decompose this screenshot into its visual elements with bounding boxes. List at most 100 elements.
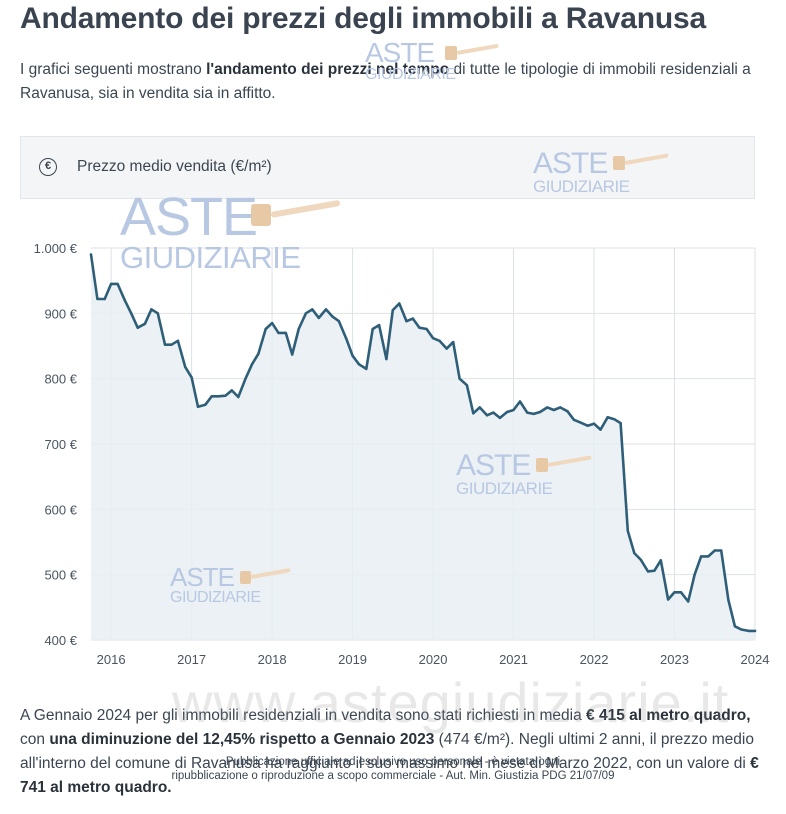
data-point xyxy=(512,408,515,412)
disclaimer-text: Pubblicazione ufficiale ad esclusivo uso… xyxy=(160,755,626,783)
summary-paragraph: A Gennaio 2024 per gli immobili residenz… xyxy=(20,704,760,800)
data-point xyxy=(130,312,133,315)
data-point xyxy=(170,343,173,346)
data-point xyxy=(217,395,220,398)
data-point xyxy=(431,337,435,340)
x-tick-label: 2022 xyxy=(580,652,609,667)
page-title: Andamento dei prezzi degli immobili a Ra… xyxy=(20,2,706,35)
x-tick-label: 2020 xyxy=(419,652,448,667)
data-point xyxy=(452,340,455,344)
y-tick-label: 1.000 € xyxy=(34,241,78,256)
data-point xyxy=(472,412,475,415)
summary-bold-2: una diminuzione del 12,45% rispetto a Ge… xyxy=(49,731,435,748)
data-point xyxy=(277,331,280,335)
data-point xyxy=(445,347,448,350)
data-point xyxy=(411,317,415,320)
data-point xyxy=(184,365,187,369)
data-point xyxy=(679,591,683,594)
data-point xyxy=(257,352,260,355)
data-point xyxy=(559,406,562,409)
data-point xyxy=(727,598,730,602)
intro-text-1: I grafici seguenti mostrano xyxy=(20,61,207,78)
price-chart: 400 € 500 € 600 € 700 € 800 € 900 € 1.000 € 201… xyxy=(34,241,770,667)
summary-text-2: con xyxy=(20,731,50,748)
x-tick-label: 2021 xyxy=(499,652,528,667)
data-point xyxy=(699,555,703,558)
summary-text-1: A Gennaio 2024 per gli immobili residenz… xyxy=(20,707,587,724)
series-line xyxy=(89,253,757,633)
data-point xyxy=(270,321,274,325)
data-point xyxy=(311,308,314,311)
data-point xyxy=(176,339,180,342)
data-point xyxy=(385,357,388,361)
data-point xyxy=(733,625,737,628)
data-point xyxy=(586,424,589,427)
data-point xyxy=(592,422,596,425)
data-point xyxy=(425,327,428,331)
summary-bold-3: € 741 al metro quadro. xyxy=(20,755,759,796)
y-tick-label: 700 € xyxy=(44,437,77,452)
series-area xyxy=(91,254,755,640)
data-point xyxy=(538,410,542,414)
data-point xyxy=(646,570,650,573)
data-point xyxy=(190,376,193,379)
disclaimer-line-2: ripubblicazione o riproduzione a scopo c… xyxy=(171,770,615,782)
data-point xyxy=(633,551,636,555)
data-point xyxy=(552,408,555,412)
data-point xyxy=(606,416,609,419)
y-tick-label: 800 € xyxy=(44,372,77,387)
data-point xyxy=(619,421,622,425)
data-point xyxy=(653,569,656,572)
data-point xyxy=(264,327,267,331)
data-point xyxy=(405,320,408,323)
data-point xyxy=(505,410,509,414)
data-point xyxy=(659,559,662,562)
data-point xyxy=(365,367,368,371)
data-point xyxy=(418,326,421,329)
data-point xyxy=(204,403,207,406)
data-point xyxy=(324,308,328,311)
y-tick-label: 900 € xyxy=(44,306,77,321)
data-point xyxy=(666,598,670,601)
data-point xyxy=(116,282,119,286)
data-point xyxy=(398,302,401,305)
data-point xyxy=(693,573,696,576)
data-point xyxy=(371,327,374,331)
data-point xyxy=(244,377,247,380)
data-point xyxy=(518,400,522,403)
data-point xyxy=(572,418,576,421)
data-point xyxy=(357,363,361,366)
data-point xyxy=(344,337,348,340)
data-point xyxy=(196,405,200,408)
euro-icon: € xyxy=(39,158,57,176)
data-point xyxy=(465,384,469,387)
data-point xyxy=(599,428,602,431)
data-point xyxy=(297,327,300,331)
data-point xyxy=(224,394,227,397)
data-point xyxy=(136,326,139,329)
data-point xyxy=(237,395,240,399)
data-point xyxy=(96,297,99,301)
data-point xyxy=(713,549,716,552)
data-point xyxy=(579,421,582,424)
data-point xyxy=(546,406,549,409)
data-point xyxy=(163,343,167,346)
data-point xyxy=(331,315,334,318)
data-point xyxy=(337,320,341,323)
data-point xyxy=(613,418,616,421)
data-point xyxy=(123,299,127,302)
x-tick-label: 2024 xyxy=(741,652,770,667)
data-point xyxy=(391,308,394,312)
data-point xyxy=(492,411,495,414)
data-point xyxy=(103,297,106,301)
data-point xyxy=(532,412,535,416)
chart-header-panel: € Prezzo medio vendita (€/m²) xyxy=(20,136,755,199)
data-point xyxy=(291,353,294,356)
data-point xyxy=(740,628,743,631)
data-point xyxy=(250,363,254,366)
data-point xyxy=(485,414,489,417)
data-point xyxy=(210,395,213,398)
data-point xyxy=(284,331,287,335)
data-point xyxy=(143,322,147,325)
intro-paragraph: I grafici seguenti mostrano l'andamento … xyxy=(20,58,760,106)
